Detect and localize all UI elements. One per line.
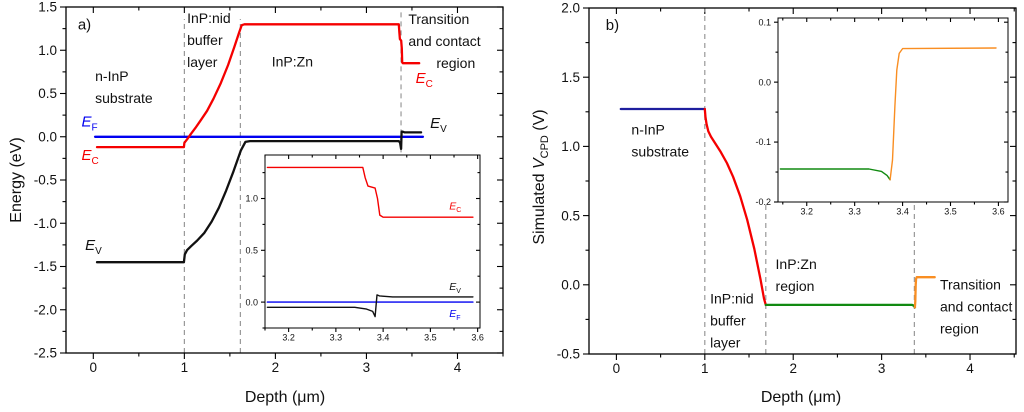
EC-line xyxy=(95,23,421,149)
curve-label-EC: EC xyxy=(416,70,433,90)
curve-label-EV: EV xyxy=(430,115,447,135)
y-tick-label: 0.0 xyxy=(758,77,771,87)
x-tick-label: 3.5 xyxy=(944,207,957,217)
panel-a-frame xyxy=(65,6,504,354)
panel-tag: a) xyxy=(78,17,91,34)
y-tick-label: 1.0 xyxy=(38,43,57,58)
y-tick-label: 0.1 xyxy=(758,17,771,27)
curve-label-EF: EF xyxy=(449,308,460,322)
panel-a-inset-frame xyxy=(264,154,481,329)
panel-b: 0 1 2 3 4 2.0 1.5 1.0 0.5 0.0 -0.5 b) n-InP substrate… xyxy=(557,1,1017,376)
region-label: Transition and contact region xyxy=(408,11,480,71)
region-label: n-InP substrate xyxy=(631,122,689,160)
x-tick-label: 1 xyxy=(181,360,189,375)
region-label: Transition and contact region xyxy=(940,277,1012,337)
region-label: InP:Zn region xyxy=(776,256,817,294)
y-tick-label: 1.5 xyxy=(38,0,57,15)
curve-label-EV: EV xyxy=(85,237,102,257)
x-tick-label: 3.2 xyxy=(282,333,295,343)
panel-b-tick-labels: 0 1 2 3 4 2.0 1.5 1.0 0.5 0.0 -0.5 xyxy=(557,1,975,376)
curve-label-EF: EF xyxy=(81,113,97,133)
panel-a-y-axis-title: Energy (eV) xyxy=(8,137,25,223)
x-tick-label: 4 xyxy=(966,361,974,376)
y-tick-label: 0.5 xyxy=(561,208,580,223)
panel-b-inset-bg xyxy=(778,18,1008,202)
inset-inpzn-segment xyxy=(779,168,891,181)
vcpd-buffer-segment xyxy=(703,107,767,307)
panel-b-y-axis-title: Simulated VCPD (V) xyxy=(531,109,551,244)
region-label: InP:Zn xyxy=(272,53,313,69)
y-tick-label: 1.0 xyxy=(245,194,258,204)
panel-a: 0 1 2 3 4 1.5 1.0 0.5 0.0 -0.5 -1.0 -1.5 -2.0 -2.5 a) n… xyxy=(34,0,504,375)
panel-tag: b) xyxy=(606,17,619,34)
y-tick-label: -1.5 xyxy=(34,259,57,274)
vcpd-contact-segment xyxy=(913,276,936,309)
y-tick-label: 0.5 xyxy=(245,245,258,255)
panel-a-inset: 3.2 3.3 3.4 3.5 3.6 1.0 0.5 0.0 EC EV EF xyxy=(245,154,484,343)
curve-label-EC: EC xyxy=(81,147,98,167)
x-tick-label: 4 xyxy=(454,360,462,375)
x-tick-label: 3.6 xyxy=(992,207,1005,217)
x-tick-label: 1 xyxy=(701,361,709,376)
y-tick-label: 1.0 xyxy=(561,139,580,154)
panel-b-y-axis-title-var: V xyxy=(530,158,548,170)
y-tick-label: 2.0 xyxy=(561,1,580,16)
panel-b-y-axis-title-post: (V) xyxy=(530,109,548,136)
panel-b-y-axis-title-sub: CPD xyxy=(539,135,552,159)
x-tick-label: 3 xyxy=(878,361,886,376)
x-tick-label: 3.3 xyxy=(848,207,861,217)
x-tick-label: 3.5 xyxy=(424,333,437,343)
y-tick-label: -1.0 xyxy=(34,216,57,231)
y-tick-label: -0.2 xyxy=(755,197,771,207)
x-tick-label: 3.4 xyxy=(377,333,390,343)
x-tick-label: 3.4 xyxy=(896,207,909,217)
panel-a-inset-ticks xyxy=(261,155,480,332)
x-tick-label: 3 xyxy=(363,360,371,375)
curve-label-EV: EV xyxy=(449,281,461,295)
panel-a-x-axis-title: Depth (μm) xyxy=(244,389,326,406)
curve-label-EC: EC xyxy=(449,200,461,214)
panel-a-tick-labels: 0 1 2 3 4 1.5 1.0 0.5 0.0 -0.5 -1.0 -1.5 -2.0 -2.5 xyxy=(34,0,462,375)
region-label: n-InP substrate xyxy=(95,68,153,106)
panel-a-inset-tick-labels: 3.2 3.3 3.4 3.5 3.6 1.0 0.5 0.0 xyxy=(245,194,483,343)
region-label: InP:nid buffer layer xyxy=(187,10,231,70)
y-tick-label: -0.5 xyxy=(34,173,57,188)
x-tick-label: 2 xyxy=(789,361,797,376)
y-tick-label: 0.5 xyxy=(38,86,57,101)
inset-EV-line xyxy=(266,294,474,318)
y-tick-label: 0.0 xyxy=(561,278,580,293)
panel-b-inset: 3.2 3.3 3.4 3.5 3.6 0.1 0.0 -0.1 -0.2 xyxy=(755,17,1009,217)
y-tick-label: 0.0 xyxy=(38,129,57,144)
y-tick-label: -2.0 xyxy=(34,302,57,317)
y-tick-label: -0.1 xyxy=(755,137,771,147)
x-tick-label: 3.2 xyxy=(800,207,813,217)
EV-line xyxy=(95,130,423,264)
y-tick-label: 1.5 xyxy=(561,70,580,85)
x-tick-label: 2 xyxy=(272,360,280,375)
x-tick-label: 0 xyxy=(613,361,621,376)
y-tick-label: -0.5 xyxy=(557,347,580,362)
x-tick-label: 3.3 xyxy=(330,333,343,343)
x-tick-label: 0 xyxy=(90,360,98,375)
panel-a-inset-bg xyxy=(265,155,480,328)
panel-b-frame xyxy=(588,7,1017,355)
y-tick-label: -2.5 xyxy=(34,346,57,361)
y-tick-label: 0.0 xyxy=(245,297,258,307)
inset-EC-line xyxy=(266,166,474,218)
inset-contact-segment xyxy=(889,47,997,181)
region-label: InP:nid buffer layer xyxy=(710,291,754,351)
panel-b-y-axis-title-pre: Simulated xyxy=(530,169,548,245)
panel-b-inset-tick-labels: 3.2 3.3 3.4 3.5 3.6 0.1 0.0 -0.1 -0.2 xyxy=(755,17,1004,216)
panel-b-x-axis-title: Depth (μm) xyxy=(760,389,842,406)
x-tick-label: 3.6 xyxy=(471,333,484,343)
panel-b-inset-frame xyxy=(777,17,1009,203)
